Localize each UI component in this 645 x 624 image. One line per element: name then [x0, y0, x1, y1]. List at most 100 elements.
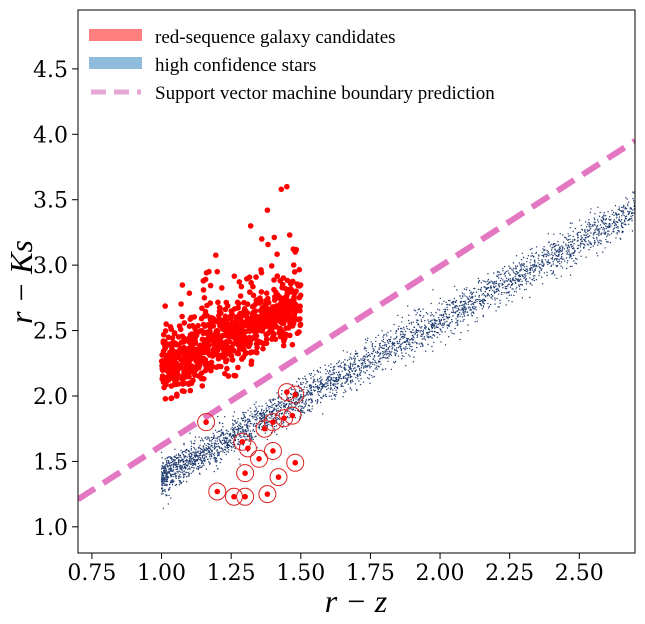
star-point	[422, 308, 424, 310]
red-sequence-point	[253, 313, 259, 320]
star-point	[566, 253, 568, 255]
star-point	[245, 419, 247, 421]
star-point	[272, 399, 274, 402]
star-point	[412, 335, 415, 337]
star-point	[533, 266, 535, 268]
star-point	[255, 401, 257, 403]
star-point	[167, 460, 170, 462]
star-point	[512, 283, 514, 285]
star-point	[217, 443, 219, 445]
star-point	[202, 462, 204, 465]
star-point	[366, 339, 368, 342]
star-point	[268, 408, 270, 410]
star-point	[393, 338, 395, 340]
star-point	[282, 402, 285, 405]
star-point	[402, 335, 405, 338]
star-point	[267, 421, 269, 423]
star-point	[385, 357, 387, 359]
star-point	[195, 460, 197, 462]
star-point	[491, 289, 494, 292]
star-point	[330, 395, 332, 397]
star-point	[503, 292, 505, 294]
star-point	[627, 205, 629, 207]
star-point	[266, 424, 268, 426]
star-point	[427, 336, 429, 338]
star-point	[621, 225, 623, 227]
star-point	[205, 447, 207, 449]
red-sequence-point	[239, 356, 245, 362]
star-point	[631, 212, 634, 214]
star-point	[344, 377, 347, 379]
star-point	[247, 430, 249, 432]
star-point	[163, 489, 165, 491]
star-point	[482, 292, 484, 295]
star-point	[560, 254, 563, 256]
star-point	[537, 257, 539, 260]
star-point	[473, 305, 475, 308]
star-point	[181, 459, 183, 462]
star-point	[604, 219, 607, 221]
star-point	[188, 466, 191, 468]
star-point	[282, 423, 284, 425]
star-point	[572, 239, 574, 241]
star-point	[231, 445, 233, 448]
star-point	[432, 325, 434, 327]
star-point	[177, 457, 179, 459]
star-point	[215, 457, 217, 459]
star-point	[290, 393, 292, 396]
star-point	[512, 271, 514, 273]
star-point	[454, 305, 456, 307]
star-point	[283, 405, 286, 407]
red-sequence-point	[296, 266, 303, 273]
star-point	[349, 356, 351, 358]
star-point	[208, 437, 210, 439]
star-point	[341, 370, 343, 372]
star-point	[276, 433, 278, 436]
star-point	[382, 355, 384, 357]
star-point	[491, 298, 493, 300]
star-point	[310, 410, 312, 413]
red-sequence-point	[179, 376, 185, 383]
star-point	[543, 246, 545, 248]
star-point	[469, 309, 471, 311]
star-point	[621, 215, 623, 217]
star-point	[325, 395, 328, 398]
star-point	[404, 347, 406, 349]
star-point	[213, 444, 216, 446]
star-point	[497, 274, 499, 276]
star-point	[518, 280, 521, 282]
red-sequence-point	[199, 383, 206, 389]
star-point	[607, 230, 609, 232]
y-tick-label: 3.5	[33, 189, 68, 214]
star-point	[296, 409, 299, 412]
star-point	[398, 341, 401, 343]
star-point	[230, 428, 232, 430]
star-point	[405, 340, 408, 342]
star-point	[319, 380, 322, 382]
star-point	[283, 421, 285, 423]
star-point	[453, 306, 456, 309]
star-point	[162, 476, 165, 478]
star-point	[306, 392, 308, 395]
star-point	[557, 251, 560, 253]
star-point	[608, 230, 610, 232]
star-point	[329, 374, 331, 376]
red-sequence-point	[199, 328, 205, 334]
star-point	[542, 248, 544, 250]
star-point	[494, 280, 496, 283]
star-point	[189, 457, 191, 460]
star-point	[632, 198, 634, 200]
star-point	[625, 218, 627, 220]
star-point	[460, 297, 462, 300]
star-point	[316, 380, 319, 382]
star-point	[441, 331, 443, 333]
star-point	[580, 224, 582, 227]
star-point	[257, 410, 259, 413]
star-point	[513, 290, 516, 293]
star-point	[420, 327, 422, 329]
star-point	[170, 476, 172, 478]
star-point	[240, 423, 242, 425]
star-point	[333, 377, 335, 379]
star-point	[368, 373, 371, 376]
star-point	[495, 282, 497, 285]
